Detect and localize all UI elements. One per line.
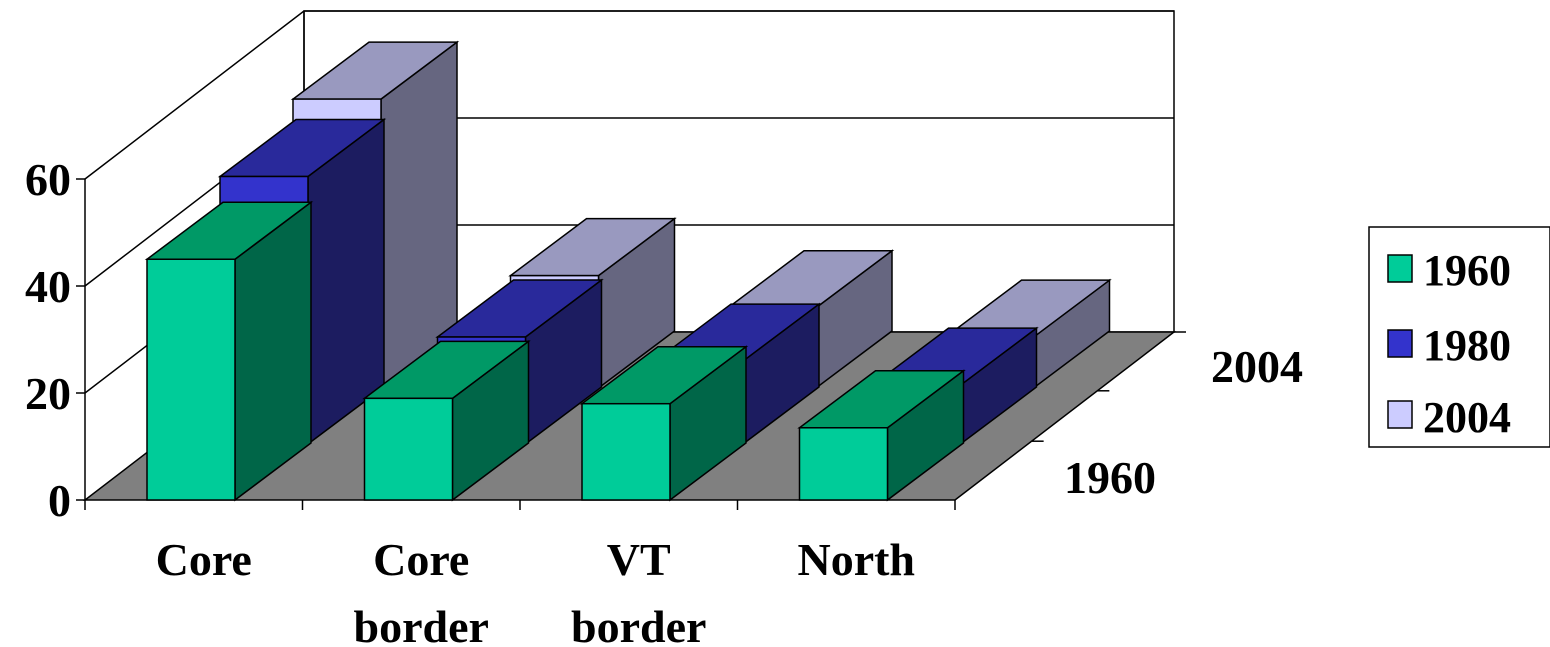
legend-label-1960: 1960	[1423, 246, 1511, 295]
bar-front	[581, 402, 671, 501]
x-tick-label-2-1: border	[571, 601, 706, 647]
y-tick-label-40: 40	[25, 261, 71, 312]
legend-swatch-2004	[1387, 400, 1413, 429]
y-tick-label-0: 0	[48, 475, 71, 526]
chart-labels: 0 20 40 60 Core Core border VT border North 1960 20…	[25, 154, 1303, 647]
chart-bars	[144, 40, 1112, 502]
bar-1960-0	[144, 200, 314, 502]
legend-swatch-1960	[1387, 254, 1413, 283]
legend-label-1980: 1980	[1423, 321, 1511, 370]
x-tick-label-1-0: Core	[373, 534, 469, 585]
x-tick-label-0-0: Core	[156, 534, 252, 585]
bar-front	[146, 258, 236, 501]
x-tick-label-1-1: border	[354, 601, 489, 647]
bar-1960-1	[362, 339, 531, 502]
bar-1960-2	[579, 345, 749, 502]
depth-label-front: 1960	[1064, 452, 1156, 503]
bar-1960-3	[797, 369, 966, 502]
legend: 1960 1980 2004	[1368, 226, 1550, 448]
x-tick-label-2-0: VT	[607, 534, 671, 585]
legend-item-1960: 1960	[1387, 246, 1511, 295]
depth-label-back: 2004	[1211, 341, 1303, 392]
bar-front	[798, 427, 889, 501]
bar-front	[363, 397, 454, 501]
legend-item-2004: 2004	[1387, 393, 1511, 442]
y-tick-label-60: 60	[25, 154, 71, 205]
y-tick-label-20: 20	[25, 368, 71, 419]
x-tick-label-3-0: North	[797, 534, 915, 585]
legend-item-1980: 1980	[1387, 321, 1511, 370]
legend-label-2004: 2004	[1423, 393, 1511, 442]
legend-swatch-1980	[1387, 329, 1413, 358]
